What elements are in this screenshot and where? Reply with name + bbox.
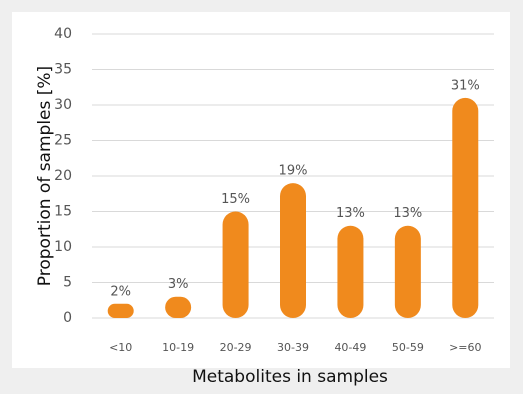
bar <box>165 296 192 318</box>
x-tick-label: 20-29 <box>220 341 252 354</box>
bar <box>280 183 306 318</box>
y-axis-title: Proportion of samples [%] <box>35 66 55 286</box>
value-label: 3% <box>168 277 189 292</box>
y-tick-label: 10 <box>54 239 72 255</box>
value-label: 15% <box>221 192 250 207</box>
bar <box>394 225 421 318</box>
x-tick-label: >=60 <box>449 341 481 354</box>
y-tick-label: 20 <box>54 168 72 184</box>
x-tick-label: <10 <box>109 341 132 354</box>
y-tick-label: 5 <box>63 275 72 291</box>
value-label: 13% <box>336 206 365 221</box>
x-tick-label: 50-59 <box>392 341 424 354</box>
value-label: 13% <box>393 206 422 221</box>
y-tick-label: 40 <box>54 26 72 42</box>
bar <box>107 303 134 318</box>
plot-panel <box>12 12 510 368</box>
bar <box>337 225 364 318</box>
value-label: 19% <box>279 164 308 179</box>
y-tick-label: 15 <box>54 204 72 220</box>
bar <box>452 97 479 319</box>
x-tick-label: 30-39 <box>277 341 309 354</box>
value-label: 31% <box>451 78 480 93</box>
y-tick-label: 25 <box>54 133 72 149</box>
x-axis-title: Metabolites in samples <box>192 367 388 387</box>
y-tick-label: 35 <box>54 62 72 78</box>
value-label: 2% <box>110 284 131 299</box>
x-tick-label: 40-49 <box>334 341 366 354</box>
bar <box>222 211 249 318</box>
y-tick-label: 30 <box>54 97 72 113</box>
x-tick-label: 10-19 <box>162 341 194 354</box>
y-tick-label: 0 <box>63 310 72 326</box>
